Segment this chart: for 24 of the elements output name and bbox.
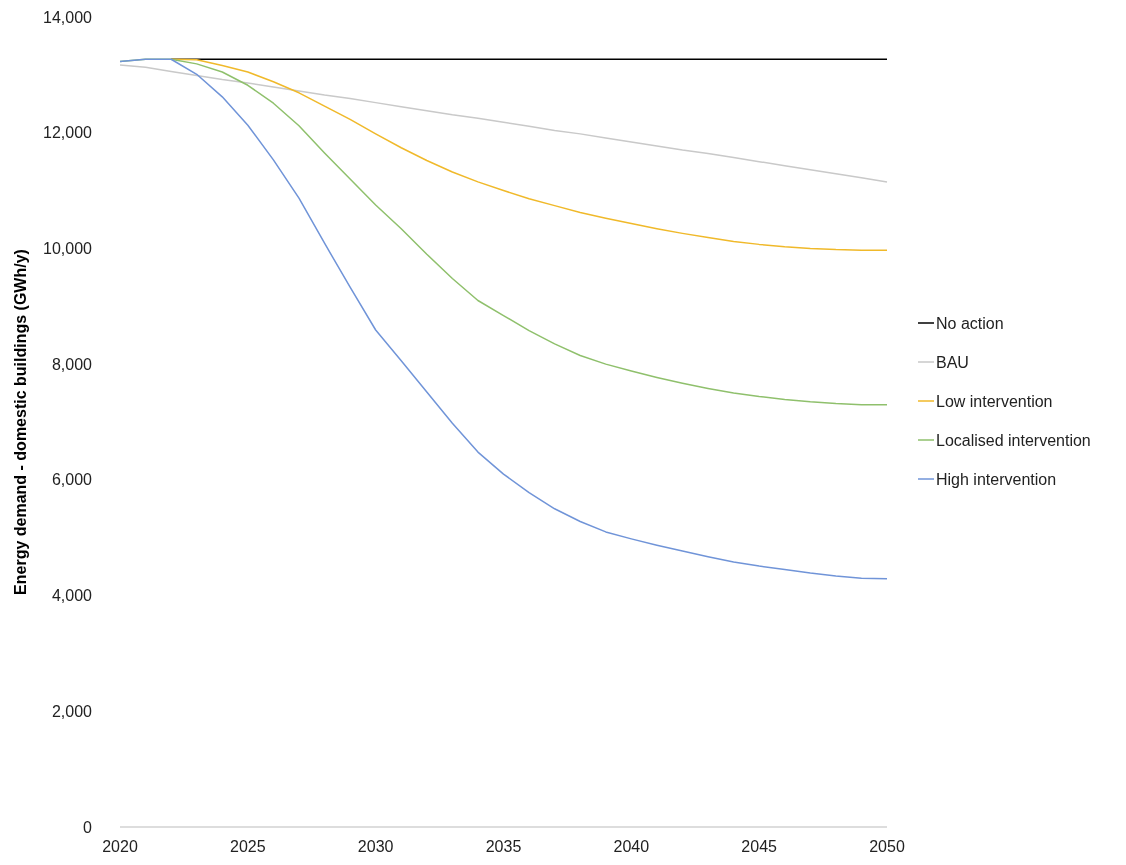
y-tick-label: 8,000 [51,355,93,373]
y-tick-label: 0 [83,818,93,836]
y-tick-label: 6,000 [51,471,93,489]
line-series [170,58,888,251]
x-tick-label: 2040 [613,838,650,855]
y-tick-label: 2,000 [51,702,93,720]
x-tick-label: 2035 [485,838,522,855]
x-tick-label: 2030 [357,838,394,855]
y-axis-title: Energy demand - domestic buildings (GWh/y) [12,249,29,595]
y-tick-label: 14,000 [43,8,93,26]
y-tick-label: 10,000 [43,240,93,258]
x-tick-label: 2045 [741,838,778,855]
legend-label: Localised intervention [936,431,1091,449]
y-tick-label: 4,000 [51,587,93,605]
x-tick-label: 2050 [869,838,905,855]
x-tick-label: 2020 [102,838,138,855]
x-tick-label: 2025 [230,838,266,855]
legend-label: High intervention [936,470,1057,488]
line-series [119,64,888,183]
y-tick-label: 12,000 [43,124,93,142]
legend-label: No action [936,314,1004,332]
legend-label: BAU [936,353,969,371]
legend-label: Low intervention [936,392,1053,410]
line-series [119,58,888,580]
